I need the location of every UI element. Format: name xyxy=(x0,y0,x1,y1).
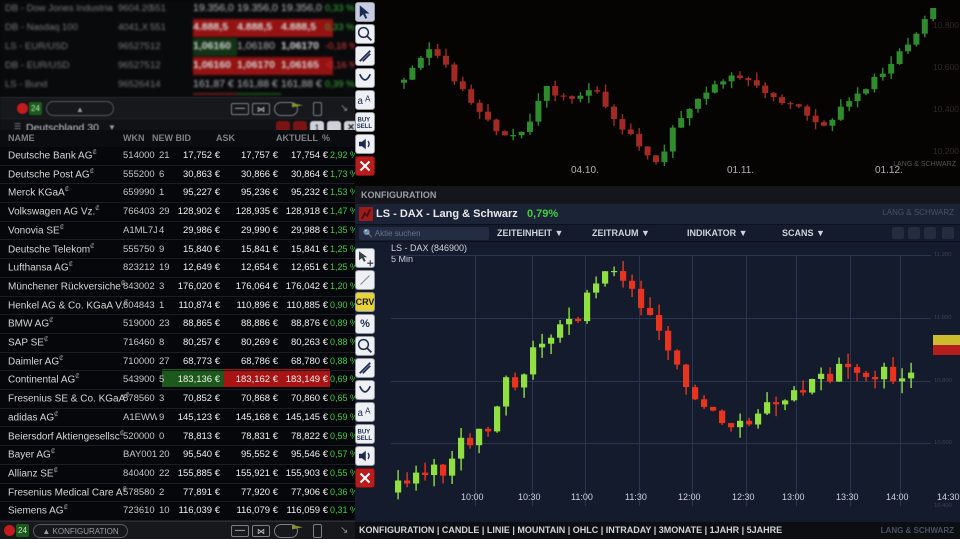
svg-text:SELL: SELL xyxy=(357,436,373,442)
svg-text:A: A xyxy=(365,407,371,416)
svg-text:BUY: BUY xyxy=(358,429,371,435)
svg-text:a: a xyxy=(358,408,364,419)
svg-text:A: A xyxy=(365,95,371,104)
svg-text:a: a xyxy=(358,96,364,107)
svg-text:SELL: SELL xyxy=(357,124,373,130)
svg-text:BUY: BUY xyxy=(358,117,371,123)
